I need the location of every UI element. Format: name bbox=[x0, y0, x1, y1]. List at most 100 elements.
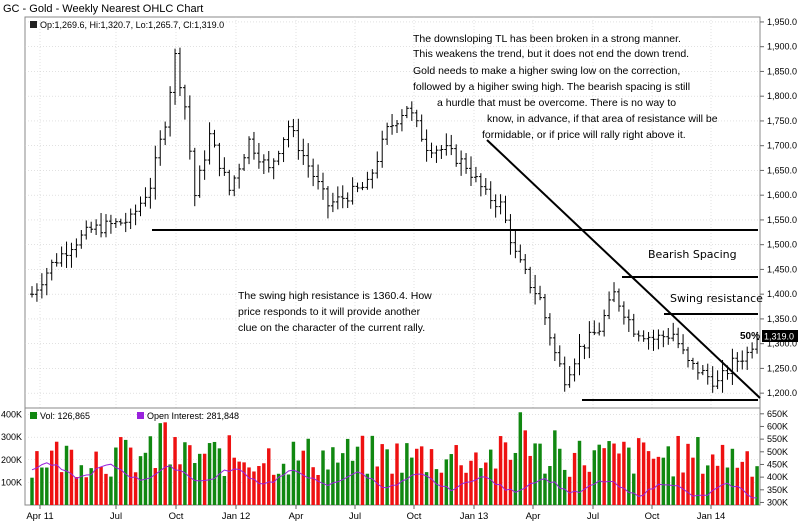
volume-bar bbox=[133, 472, 138, 505]
volume-bar bbox=[345, 438, 350, 505]
volume-bar bbox=[686, 443, 690, 505]
volume-bar bbox=[429, 449, 434, 505]
price-tick-label: 1,850.0 bbox=[767, 66, 797, 76]
date-tick-label: Jan 14 bbox=[697, 511, 726, 522]
price-legend: Op:1,269.6, Hi:1,320.7, Lo:1,265.7, Cl:1… bbox=[40, 20, 224, 30]
oi-tick-label: 450K bbox=[767, 459, 788, 469]
volume-bar bbox=[197, 453, 202, 505]
volume-bar bbox=[558, 448, 562, 505]
volume-bars bbox=[30, 412, 759, 505]
open-interest-axis: 300K 350K 400K 450K 500K 550K 600K 650K bbox=[760, 409, 788, 507]
volume-bar bbox=[94, 451, 98, 505]
volume-bar bbox=[617, 453, 621, 505]
middle-note-line-3: clue on the character of the current ral… bbox=[238, 322, 425, 334]
volume-bar bbox=[50, 450, 54, 505]
volume-bar bbox=[622, 441, 626, 505]
volume-bar bbox=[676, 435, 680, 505]
oi-tick-label: 600K bbox=[767, 421, 788, 431]
volume-bar bbox=[513, 452, 518, 505]
volume-bar bbox=[572, 452, 577, 505]
volume-bar bbox=[706, 465, 710, 505]
volume-bar bbox=[459, 465, 463, 505]
volume-bar bbox=[326, 469, 330, 505]
last-close-label: 1,319.0 bbox=[764, 332, 794, 342]
volume-bar bbox=[301, 450, 306, 505]
volume-bar bbox=[128, 447, 133, 505]
volume-bar bbox=[410, 457, 414, 505]
volume-bar bbox=[577, 440, 582, 505]
volume-bar bbox=[178, 464, 182, 505]
price-tick-label: 1,750.0 bbox=[767, 116, 797, 126]
swing-resistance-label: Swing resistance bbox=[670, 292, 763, 305]
price-tick-label: 1,300.0 bbox=[767, 339, 797, 349]
ohlc-bars bbox=[30, 47, 760, 393]
date-tick-label: Jul bbox=[349, 511, 361, 522]
volume-bar bbox=[148, 436, 153, 505]
volume-bar bbox=[607, 441, 611, 505]
oi-tick-label: 350K bbox=[767, 485, 788, 495]
volume-bar bbox=[518, 412, 523, 505]
volume-bar bbox=[523, 430, 527, 505]
volume-bar bbox=[725, 467, 730, 505]
date-tick-label: Jul bbox=[110, 511, 122, 522]
vol-legend-swatch bbox=[30, 412, 37, 419]
price-grid bbox=[25, 17, 760, 505]
volume-bar bbox=[533, 443, 537, 505]
volume-tick-label: 200K bbox=[1, 455, 22, 465]
volume-bar bbox=[222, 476, 227, 505]
price-tick-label: 1,950.0 bbox=[767, 17, 797, 27]
oi-tick-label: 650K bbox=[767, 409, 788, 419]
fifty-percent-label: 50% bbox=[740, 331, 760, 342]
volume-bar bbox=[464, 472, 468, 505]
volume-bar bbox=[656, 456, 661, 505]
volume-bar bbox=[74, 477, 79, 505]
price-tick-label: 1,200.0 bbox=[767, 388, 797, 398]
volume-bar bbox=[252, 471, 256, 505]
volume-bar bbox=[390, 473, 394, 505]
volume-bar bbox=[45, 467, 49, 505]
top-note-line-6: know, in advance, if that area of resist… bbox=[487, 113, 718, 125]
date-tick-label: Jul bbox=[587, 511, 599, 522]
volume-bar bbox=[360, 435, 365, 505]
volume-bar bbox=[488, 449, 493, 505]
price-tick-label: 1,250.0 bbox=[767, 363, 797, 373]
volume-bar bbox=[592, 450, 597, 505]
volume-bar bbox=[35, 451, 39, 505]
volume-bar bbox=[582, 465, 587, 505]
volume-bar bbox=[636, 438, 641, 505]
top-note-line-4: followed by a higiher swing high. The be… bbox=[413, 81, 690, 93]
volume-bar bbox=[321, 450, 325, 505]
volume-bar bbox=[444, 459, 449, 505]
price-legend-swatch bbox=[30, 21, 37, 28]
volume-bar bbox=[365, 473, 370, 505]
volume-bar bbox=[114, 447, 118, 505]
date-tick-label: Oct bbox=[407, 511, 422, 522]
price-tick-label: 1,550.0 bbox=[767, 215, 797, 225]
volume-bar bbox=[553, 430, 557, 505]
volume-bar bbox=[202, 453, 207, 505]
price-tick-label: 1,800.0 bbox=[767, 91, 797, 101]
volume-bar bbox=[503, 442, 508, 505]
price-axis: 1,200.0 1,250.0 1,300.0 1,350.0 1,400.0 1,450… bbox=[760, 17, 797, 398]
volume-bar bbox=[311, 467, 315, 505]
top-note-line-2: This weakens the trend, but it does not … bbox=[413, 48, 689, 60]
chart-title: GC - Gold - Weekly Nearest OHLC Chart bbox=[3, 3, 203, 15]
volume-bar bbox=[217, 448, 222, 505]
volume-bar bbox=[331, 447, 335, 505]
volume-bar bbox=[168, 464, 172, 505]
volume-bar bbox=[671, 476, 675, 505]
volume-bar bbox=[385, 449, 389, 505]
volume-bar bbox=[415, 448, 419, 505]
volume-bar bbox=[158, 423, 162, 505]
volume-bar bbox=[232, 457, 236, 505]
volume-bar bbox=[247, 467, 251, 505]
volume-bar bbox=[123, 439, 128, 505]
volume-bar bbox=[276, 473, 281, 505]
oi-tick-label: 550K bbox=[767, 434, 788, 444]
volume-bar bbox=[493, 468, 498, 505]
volume-bar bbox=[271, 474, 276, 505]
volume-bar bbox=[538, 443, 542, 505]
volume-bar bbox=[627, 447, 631, 505]
volume-bar bbox=[153, 468, 158, 505]
volume-bar bbox=[661, 457, 666, 505]
